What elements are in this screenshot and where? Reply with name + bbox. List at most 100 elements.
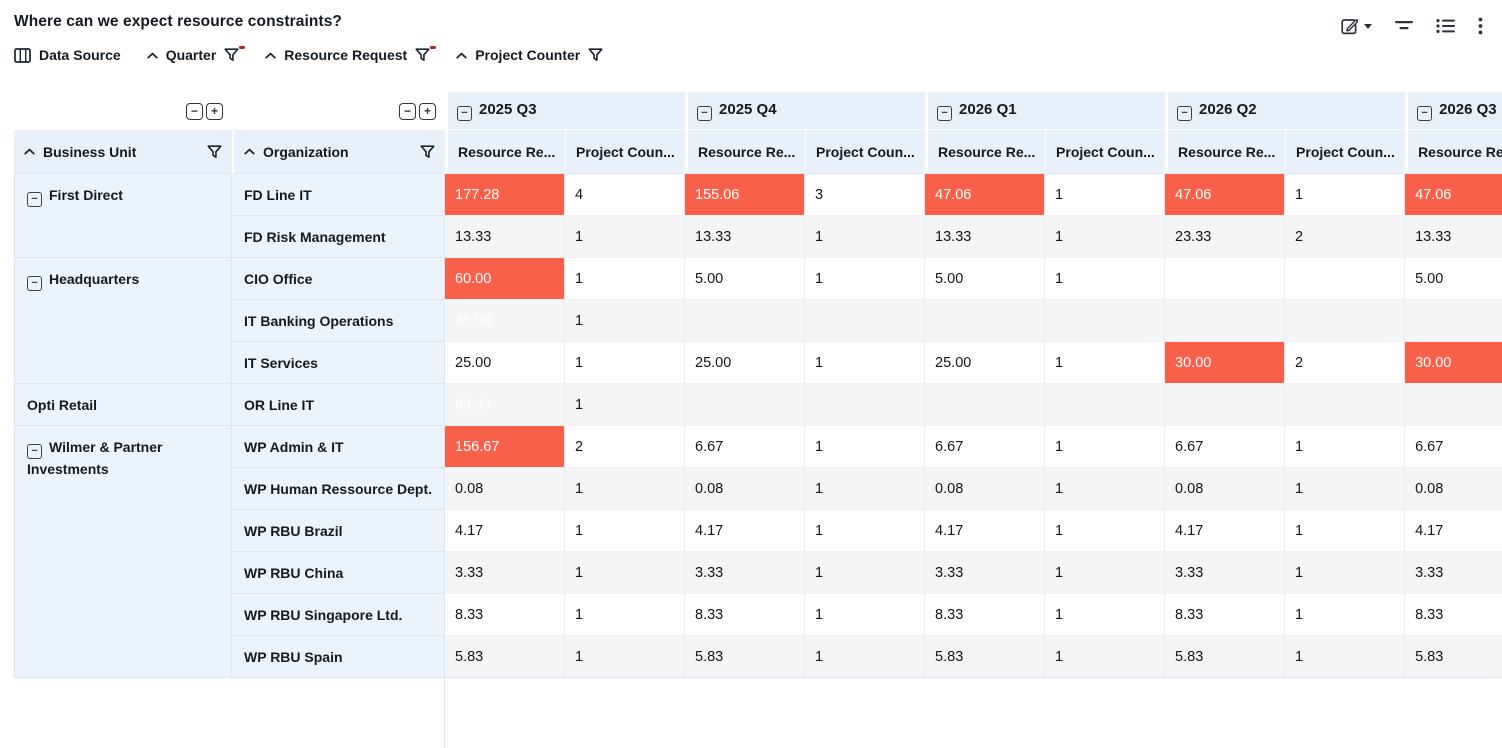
value-cell[interactable] xyxy=(1165,384,1285,426)
value-cell[interactable]: 0.08 xyxy=(445,468,565,510)
value-cell[interactable]: 8.33 xyxy=(685,594,805,636)
value-cell[interactable] xyxy=(1045,384,1165,426)
expand-all-business-unit-button[interactable]: + xyxy=(206,103,223,120)
value-cell[interactable] xyxy=(1285,258,1405,300)
value-cell[interactable]: 1 xyxy=(1045,426,1165,468)
column-header-project-coun[interactable]: Project Coun... xyxy=(1285,130,1405,174)
filter-funnel-icon[interactable] xyxy=(415,48,430,62)
column-group-2026-q1[interactable]: −2026 Q1 xyxy=(925,92,1165,130)
collapse-icon[interactable]: − xyxy=(1177,106,1192,121)
value-cell[interactable]: 1 xyxy=(565,384,685,426)
organization-cell-wp-rbu-china[interactable]: WP RBU China xyxy=(232,552,445,594)
value-cell[interactable] xyxy=(805,384,925,426)
value-cell[interactable]: 8.33 xyxy=(445,594,565,636)
value-cell[interactable]: 1 xyxy=(1045,216,1165,258)
value-cell[interactable] xyxy=(685,384,805,426)
organization-cell-or-line-it[interactable]: OR Line IT xyxy=(232,384,445,426)
value-cell[interactable]: 1 xyxy=(565,342,685,384)
value-cell[interactable]: 47.06 xyxy=(1165,174,1285,216)
value-cell[interactable]: 8.33 xyxy=(925,594,1045,636)
value-cell[interactable]: 1 xyxy=(565,258,685,300)
value-cell[interactable]: 23.33 xyxy=(1165,216,1285,258)
business-unit-cell-headquarters[interactable]: −Headquarters xyxy=(14,258,232,384)
value-cell[interactable]: 1 xyxy=(805,510,925,552)
filter-funnel-icon[interactable] xyxy=(207,145,224,159)
value-cell[interactable]: 5.83 xyxy=(1165,636,1285,678)
filter-funnel-icon[interactable] xyxy=(420,145,437,159)
more-options-button[interactable] xyxy=(1471,13,1490,39)
list-view-button[interactable] xyxy=(1429,14,1462,38)
value-cell[interactable]: 45.00 xyxy=(445,300,565,342)
value-cell[interactable]: 47.06 xyxy=(925,174,1045,216)
column-header-resource-re[interactable]: Resource Re... xyxy=(1165,130,1285,174)
value-cell[interactable]: 13.33 xyxy=(685,216,805,258)
value-cell[interactable]: 3.33 xyxy=(925,552,1045,594)
value-cell[interactable]: 1 xyxy=(805,258,925,300)
value-cell[interactable]: 2 xyxy=(1285,216,1405,258)
filter-rows-button[interactable] xyxy=(1388,16,1420,36)
value-cell[interactable] xyxy=(1405,300,1502,342)
value-cell[interactable]: 6.67 xyxy=(925,426,1045,468)
organization-cell-cio-office[interactable]: CIO Office xyxy=(232,258,445,300)
value-cell[interactable] xyxy=(1045,300,1165,342)
column-group-2025-q3[interactable]: −2025 Q3 xyxy=(445,92,685,130)
column-header-organization[interactable]: Organization xyxy=(232,130,445,174)
business-unit-cell-wilmer-partner-investments[interactable]: −Wilmer & Partner Investments xyxy=(14,426,232,678)
collapse-icon[interactable]: − xyxy=(937,106,952,121)
data-source-button[interactable]: Data Source xyxy=(14,47,121,63)
organization-cell-fd-risk-management[interactable]: FD Risk Management xyxy=(232,216,445,258)
value-cell[interactable]: 1 xyxy=(1045,552,1165,594)
value-cell[interactable]: 25.00 xyxy=(685,342,805,384)
organization-cell-wp-human-ressource-dept[interactable]: WP Human Ressource Dept. xyxy=(232,468,445,510)
value-cell[interactable]: 6.67 xyxy=(1165,426,1285,468)
value-cell[interactable]: 1 xyxy=(805,636,925,678)
value-cell[interactable]: 1 xyxy=(565,636,685,678)
value-cell[interactable]: 4.17 xyxy=(445,510,565,552)
value-cell[interactable]: 13.33 xyxy=(925,216,1045,258)
value-cell[interactable]: 30.00 xyxy=(1165,342,1285,384)
value-cell[interactable]: 1 xyxy=(805,552,925,594)
column-header-resource-re[interactable]: Resource Re... xyxy=(925,130,1045,174)
value-cell[interactable]: 8.33 xyxy=(1405,594,1502,636)
filter-funnel-icon[interactable] xyxy=(588,48,603,62)
value-cell[interactable]: 1 xyxy=(1285,426,1405,468)
value-cell[interactable]: 25.00 xyxy=(925,342,1045,384)
column-header-project-coun[interactable]: Project Coun... xyxy=(1045,130,1165,174)
value-cell[interactable]: 8.33 xyxy=(1165,594,1285,636)
collapse-icon[interactable]: − xyxy=(27,276,42,291)
value-cell[interactable]: 5.83 xyxy=(445,636,565,678)
value-cell[interactable]: 1 xyxy=(1285,552,1405,594)
value-cell[interactable]: 0.08 xyxy=(1165,468,1285,510)
value-cell[interactable]: 2 xyxy=(565,426,685,468)
value-cell[interactable]: 1 xyxy=(1045,174,1165,216)
value-cell[interactable]: 1 xyxy=(1285,468,1405,510)
value-cell[interactable]: 6.67 xyxy=(1405,426,1502,468)
value-cell[interactable]: 1 xyxy=(805,216,925,258)
value-cell[interactable]: 1 xyxy=(1285,594,1405,636)
collapse-icon[interactable]: − xyxy=(1417,106,1432,121)
value-cell[interactable] xyxy=(1405,384,1502,426)
value-cell[interactable]: 5.83 xyxy=(1405,636,1502,678)
value-cell[interactable]: 5.00 xyxy=(925,258,1045,300)
column-header-business-unit[interactable]: Business Unit xyxy=(14,130,232,174)
value-cell[interactable]: 1 xyxy=(565,468,685,510)
value-cell[interactable]: 1 xyxy=(805,342,925,384)
value-cell[interactable]: 6.67 xyxy=(685,426,805,468)
value-cell[interactable]: 30.00 xyxy=(1405,342,1502,384)
value-cell[interactable]: 155.06 xyxy=(685,174,805,216)
organization-cell-fd-line-it[interactable]: FD Line IT xyxy=(232,174,445,216)
business-unit-cell-opti-retail[interactable]: Opti Retail xyxy=(14,384,232,426)
collapse-all-business-unit-button[interactable]: − xyxy=(186,103,203,120)
collapse-all-organization-button[interactable]: − xyxy=(399,103,416,120)
collapse-icon[interactable]: − xyxy=(27,444,42,459)
value-cell[interactable] xyxy=(1285,384,1405,426)
value-cell[interactable]: 1 xyxy=(565,594,685,636)
organization-cell-wp-admin-it[interactable]: WP Admin & IT xyxy=(232,426,445,468)
value-cell[interactable]: 3.33 xyxy=(445,552,565,594)
value-cell[interactable]: 1 xyxy=(1045,510,1165,552)
value-cell[interactable]: 83.33 xyxy=(445,384,565,426)
value-cell[interactable]: 1 xyxy=(1045,342,1165,384)
value-cell[interactable]: 13.33 xyxy=(1405,216,1502,258)
value-cell[interactable]: 5.00 xyxy=(685,258,805,300)
value-cell[interactable]: 4.17 xyxy=(925,510,1045,552)
